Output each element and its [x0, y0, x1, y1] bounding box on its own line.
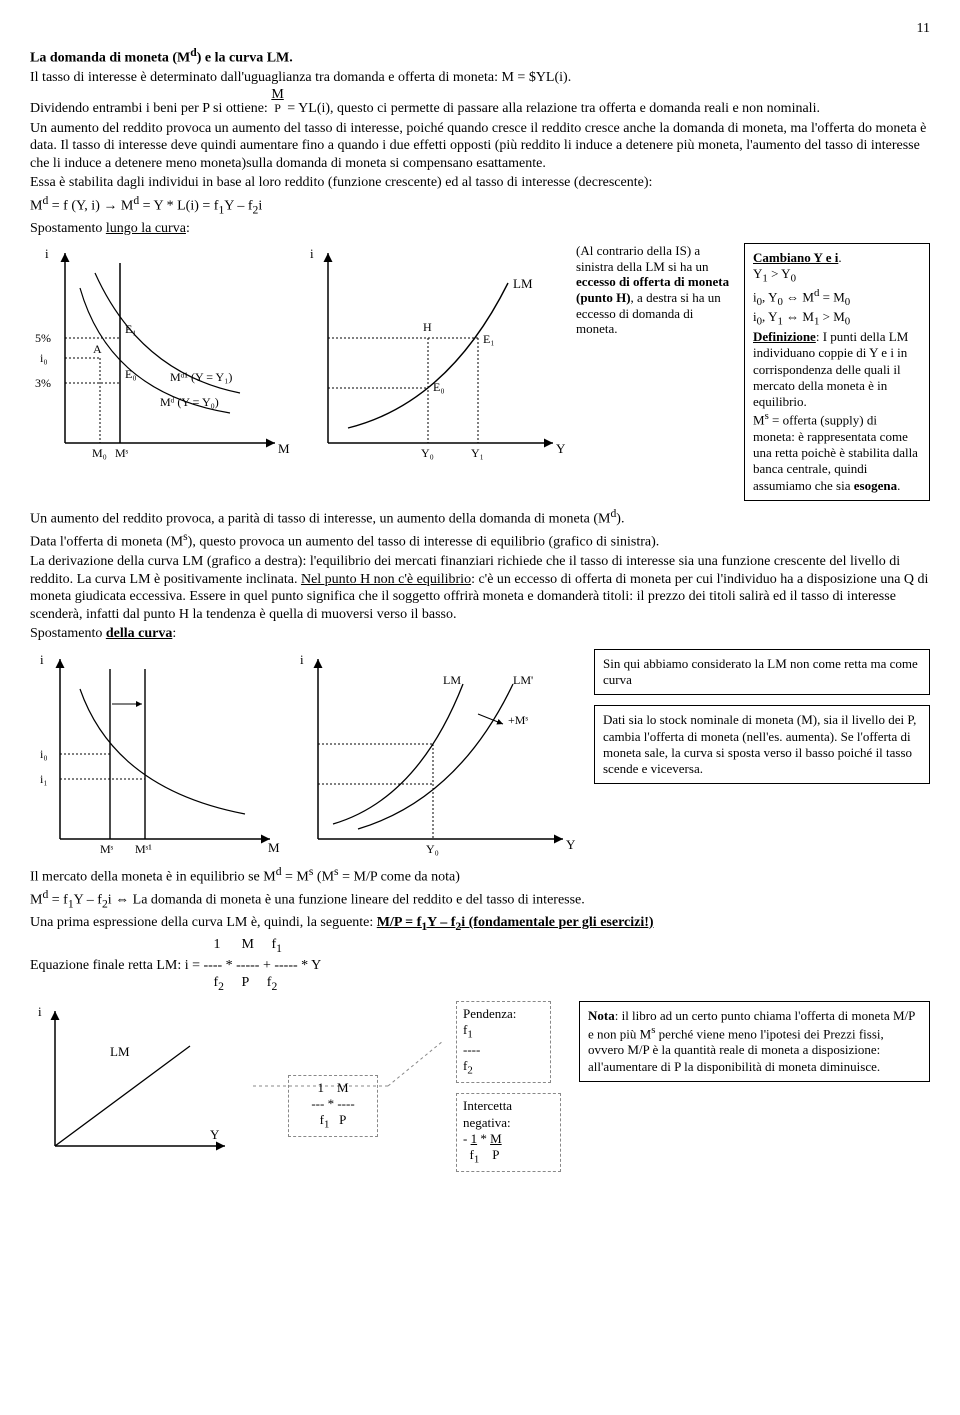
dash-box-1: 1 M--- * ----f1 P [288, 1075, 378, 1138]
svg-text:Y₀: Y₀ [421, 446, 434, 460]
callout-mid: (Al contrario della IS) a sinistra della… [576, 243, 736, 501]
para2c: La derivazione della curva LM (grafico a… [30, 553, 930, 623]
svg-text:Y₀: Y₀ [426, 842, 439, 856]
row-charts-3: i Y LM 1 M--- * ----f1 P Pendenza: f1---… [30, 1001, 930, 1173]
svg-text:A: A [93, 342, 102, 356]
spost-1: Spostamento lungo la curva: [30, 220, 930, 238]
dash-box-pendenza: Pendenza: f1----f2 [456, 1001, 551, 1084]
svg-text:i₀: i₀ [40, 747, 48, 761]
svg-text:Mˢ: Mˢ [115, 446, 129, 460]
chart-ms-shift: i M i₀ i₁ Mˢ Mˢ¹ [30, 649, 280, 859]
para3c: Una prima espressione della curva LM è, … [30, 914, 930, 934]
svg-text:3%: 3% [35, 376, 51, 390]
eq-final: 1 M f1 Equazione finale retta LM: i = --… [30, 936, 930, 994]
intro-4: Essa è stabilita dagli individui in base… [30, 174, 930, 192]
formula-1: Md = f (Y, i) → Md = Y * L(i) = f1Y – f2… [30, 194, 930, 218]
row-charts-1: i M 5% i₀ 3% A E₁ E₀ Mᵈ¹ (Y = Y₁) Mᵈ (Y … [30, 243, 930, 501]
svg-text:E₀: E₀ [125, 367, 137, 381]
box-cambiano: Cambiano Y e i. Y1 > Y0 i0, Y0 ⇔ Md = M0… [744, 243, 930, 501]
svg-text:Y: Y [566, 837, 576, 852]
spost-2: Spostamento della curva: [30, 625, 930, 643]
svg-text:i: i [310, 246, 314, 261]
row-charts-2: i M i₀ i₁ Mˢ Mˢ¹ i Y LM LM' +Mˢ Y₀ [30, 649, 930, 859]
svg-text:M: M [278, 441, 290, 456]
para3b: Md = f1Y – f2i ⇔ La domanda di moneta è … [30, 888, 930, 912]
svg-text:M: M [268, 840, 280, 855]
svg-text:Mᵈ (Y = Y₀): Mᵈ (Y = Y₀) [160, 395, 219, 409]
box-right-2a: Sin qui abbiamo considerato la LM non co… [594, 649, 930, 696]
svg-text:5%: 5% [35, 331, 51, 345]
svg-text:E₁: E₁ [483, 332, 495, 346]
svg-text:LM: LM [110, 1044, 130, 1059]
svg-text:i: i [38, 1004, 42, 1019]
svg-text:Mᵈ¹ (Y = Y₁): Mᵈ¹ (Y = Y₁) [170, 370, 232, 384]
svg-text:M₀: M₀ [92, 446, 107, 460]
box-right-2b: Dati sia lo stock nominale di moneta (M)… [594, 705, 930, 784]
svg-text:Y₁: Y₁ [471, 446, 484, 460]
svg-text:i₀: i₀ [40, 351, 48, 365]
chart-lm-1: i Y LM H E₁ E₀ Y₀ Y₁ [298, 243, 568, 463]
para3a: Il mercato della moneta è in equilibrio … [30, 865, 930, 886]
svg-text:Y: Y [210, 1127, 220, 1142]
svg-text:i: i [300, 652, 304, 667]
intro-2: Dividendo entrambi i beni per P si ottie… [30, 88, 930, 118]
svg-text:H: H [423, 320, 432, 334]
intro-1: Il tasso di interesse è determinato dall… [30, 69, 930, 87]
svg-text:LM': LM' [513, 673, 533, 687]
svg-text:Y: Y [556, 441, 566, 456]
svg-text:i₁: i₁ [40, 772, 48, 786]
svg-text:E₁: E₁ [125, 322, 137, 336]
svg-text:E₀: E₀ [433, 380, 445, 394]
dash-box-intercetta: Intercetta negativa: - 1 * M f1 P [456, 1093, 561, 1172]
intro-3: Un aumento del reddito provoca un aument… [30, 120, 930, 173]
chart-lm-shift: i Y LM LM' +Mˢ Y₀ [288, 649, 578, 859]
svg-text:+Mˢ: +Mˢ [508, 713, 528, 727]
svg-text:LM: LM [443, 673, 461, 687]
svg-text:i: i [45, 246, 49, 261]
page-number: 11 [30, 20, 930, 38]
box-nota: Nota: il libro ad un certo punto chiama … [579, 1001, 930, 1082]
svg-text:Mˢ¹: Mˢ¹ [135, 842, 152, 856]
para2a: Un aumento del reddito provoca, a parità… [30, 507, 930, 528]
svg-text:Mˢ: Mˢ [100, 842, 114, 856]
svg-text:i: i [40, 652, 44, 667]
svg-text:LM: LM [513, 276, 533, 291]
para2b: Data l'offerta di moneta (Ms), questo pr… [30, 530, 930, 551]
chart-money-demand: i M 5% i₀ 3% A E₁ E₀ Mᵈ¹ (Y = Y₁) Mᵈ (Y … [30, 243, 290, 463]
chart-lm-line: i Y LM [30, 1001, 240, 1161]
title: La domanda di moneta (Md) e la curva LM. [30, 46, 930, 67]
